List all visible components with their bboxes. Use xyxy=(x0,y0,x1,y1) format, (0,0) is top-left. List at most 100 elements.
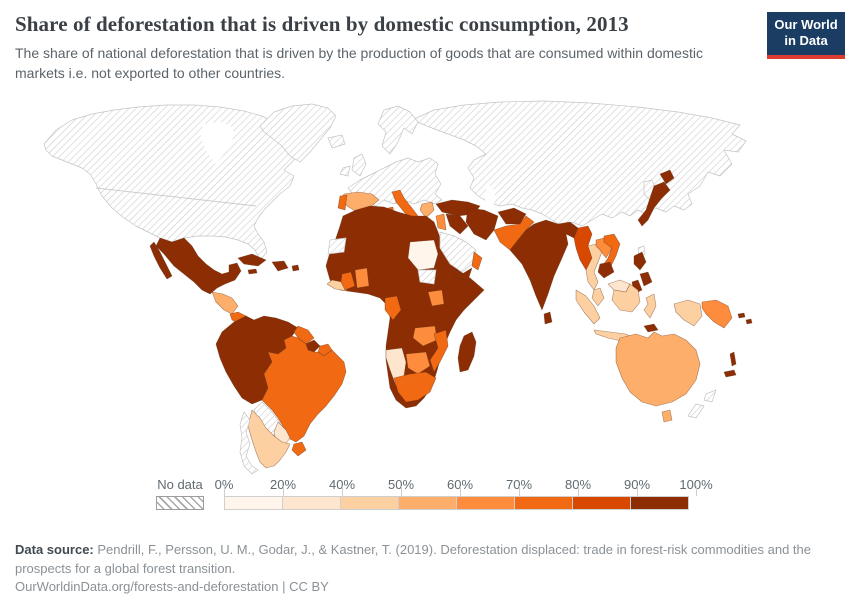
region-honduras-nicaragua[interactable] xyxy=(211,291,239,315)
legend-tick-label: 100% xyxy=(679,477,713,492)
legend-tick-label: 40% xyxy=(328,477,356,492)
region-sudan[interactable] xyxy=(407,239,439,271)
legend-tick-label: 50% xyxy=(387,477,415,492)
world-map xyxy=(38,100,813,475)
region-cuba[interactable] xyxy=(237,253,267,267)
legend-tick-mark xyxy=(578,486,579,496)
legend-tick-mark xyxy=(460,486,461,496)
region-sumatra[interactable] xyxy=(575,289,601,325)
region-jamaica[interactable] xyxy=(247,268,258,275)
legend-no-data-swatch[interactable] xyxy=(156,496,204,510)
region-australia[interactable] xyxy=(615,331,701,407)
region-philippines-north[interactable] xyxy=(633,251,647,271)
region-south-sudan[interactable] xyxy=(417,269,437,285)
owid-logo-line1: Our World xyxy=(774,17,838,32)
region-yemen[interactable] xyxy=(449,265,473,281)
footer-url-line: OurWorldinData.org/forests-and-deforesta… xyxy=(15,579,329,594)
legend-swatch-80-90%[interactable] xyxy=(572,496,631,510)
legend-swatch-90-100%[interactable] xyxy=(630,496,689,510)
legend-tick-mark xyxy=(283,486,284,496)
region-afghanistan[interactable] xyxy=(497,207,527,225)
region-zambia[interactable] xyxy=(412,325,438,347)
region-mexico[interactable] xyxy=(155,237,242,295)
region-south-africa[interactable] xyxy=(393,371,437,403)
footer-source-text: Pendrill, F., Persson, U. M., Godar, J.,… xyxy=(15,542,811,577)
region-hokkaido[interactable] xyxy=(659,169,675,185)
region-levant[interactable] xyxy=(435,213,447,231)
chart-header: Share of deforestation that is driven by… xyxy=(15,12,755,84)
region-sri-lanka[interactable] xyxy=(543,311,553,325)
legend-swatch-50-60%[interactable] xyxy=(398,496,457,510)
region-western-sahara[interactable] xyxy=(327,237,347,255)
region-solomon-2[interactable] xyxy=(745,318,753,325)
region-pakistan[interactable] xyxy=(493,215,535,251)
legend-tick-mark xyxy=(401,486,402,496)
region-baja-california[interactable] xyxy=(149,241,173,280)
region-puerto-rico[interactable] xyxy=(291,264,300,272)
map-legend: No data 0% 20% 40% 50% 60% 70% 80% 90% 100% xyxy=(0,477,850,517)
legend-swatch-40-50%[interactable] xyxy=(340,496,399,510)
caspian-sea xyxy=(485,186,495,208)
region-iraq[interactable] xyxy=(445,213,469,235)
legend-swatch-20-40%[interactable] xyxy=(282,496,341,510)
region-madagascar[interactable] xyxy=(457,331,477,373)
region-greece[interactable] xyxy=(419,201,435,219)
region-brazil[interactable] xyxy=(261,335,347,443)
owid-logo-line2: in Data xyxy=(784,32,828,48)
region-borneo-indonesia[interactable] xyxy=(611,283,641,313)
region-uruguay[interactable] xyxy=(291,441,307,457)
legend-tick-label: 20% xyxy=(269,477,297,492)
region-chile[interactable] xyxy=(239,411,259,475)
region-philippines-central[interactable] xyxy=(639,271,653,287)
region-ghana-togo-benin[interactable] xyxy=(354,267,370,289)
black-sea xyxy=(442,188,466,200)
region-north-america[interactable] xyxy=(43,104,301,261)
region-uganda-kenya[interactable] xyxy=(427,289,445,307)
page-title: Share of deforestation that is driven by… xyxy=(15,12,629,36)
region-iceland[interactable] xyxy=(327,134,346,149)
legend-swatch-70-80%[interactable] xyxy=(514,496,573,510)
legend-swatch-60-70%[interactable] xyxy=(456,496,515,510)
region-great-britain[interactable] xyxy=(351,153,367,177)
region-hispaniola[interactable] xyxy=(271,260,289,272)
region-timor[interactable] xyxy=(643,323,659,333)
legend-tick-labels: 0% 20% 40% 50% 60% 70% 80% 90% 100% xyxy=(215,477,713,496)
footer-source: Data source: Pendrill, F., Persson, U. M… xyxy=(15,540,820,578)
region-vanuatu[interactable] xyxy=(729,351,737,367)
region-new-zealand-north[interactable] xyxy=(703,389,717,403)
region-tasmania[interactable] xyxy=(661,409,673,423)
footer-source-label: Data source: xyxy=(15,542,94,557)
legend-tick-mark xyxy=(519,486,520,496)
region-portugal[interactable] xyxy=(337,194,348,211)
region-greenland[interactable] xyxy=(259,103,337,163)
legend-tick-label: 0% xyxy=(214,477,234,492)
region-iran[interactable] xyxy=(465,207,499,241)
legend-swatch-0-20%[interactable] xyxy=(224,496,283,510)
region-new-caledonia[interactable] xyxy=(723,369,737,378)
legend-color-bar: 0% 20% 40% 50% 60% 70% 80% 90% 100% xyxy=(215,477,713,515)
region-new-zealand-south[interactable] xyxy=(687,403,705,419)
region-papua-new-guinea[interactable] xyxy=(701,299,733,329)
legend-no-data-label: No data xyxy=(157,477,203,492)
region-solomon-1[interactable] xyxy=(737,312,746,319)
legend-tick-label: 80% xyxy=(564,477,592,492)
region-ireland[interactable] xyxy=(339,165,351,177)
region-sulawesi[interactable] xyxy=(643,293,657,319)
region-india[interactable] xyxy=(509,219,579,311)
region-oman[interactable] xyxy=(471,251,483,271)
region-argentina[interactable] xyxy=(247,409,291,469)
region-botswana[interactable] xyxy=(405,351,431,375)
owid-logo[interactable]: Our World in Data xyxy=(767,12,845,59)
region-scandinavia[interactable] xyxy=(377,105,419,155)
footer-url[interactable]: OurWorldinData.org/forests-and-deforesta… xyxy=(15,579,279,594)
region-japan[interactable] xyxy=(637,181,671,227)
region-gabon-congo[interactable] xyxy=(384,295,402,321)
region-west-papua[interactable] xyxy=(673,299,703,327)
region-malay-peninsula[interactable] xyxy=(591,287,605,307)
us-canada-border xyxy=(95,187,257,207)
region-cote-divoire[interactable] xyxy=(340,271,356,291)
region-mozambique[interactable] xyxy=(429,329,449,373)
chart-subtitle: The share of national deforestation that… xyxy=(15,45,703,81)
region-cambodia[interactable] xyxy=(597,261,615,279)
legend-tick-mark xyxy=(696,486,697,496)
